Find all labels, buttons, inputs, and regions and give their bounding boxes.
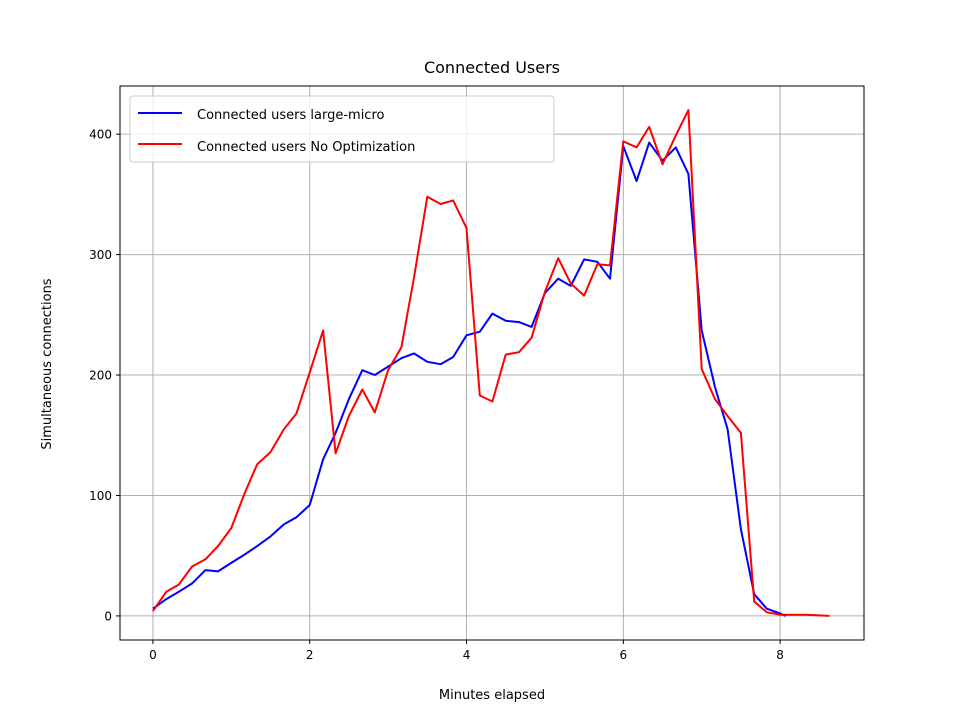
series-line-1 — [152, 109, 830, 617]
x-tick-label: 6 — [619, 648, 627, 662]
legend-label-large-micro: Connected users large-micro — [197, 108, 385, 123]
axis-ticks: 0 2 4 6 8 0 100 200 300 400 — [89, 128, 784, 662]
x-axis-label: Minutes elapsed — [439, 688, 545, 703]
plot-frame — [119, 85, 865, 641]
series-layer — [152, 109, 830, 617]
y-axis-label: Simultaneous connections — [40, 278, 55, 449]
y-tick-label: 100 — [89, 489, 112, 503]
x-tick-label: 2 — [306, 648, 314, 662]
x-tick-label: 8 — [776, 648, 784, 662]
grid — [120, 86, 864, 640]
legend-box — [129, 95, 555, 163]
chart-title: Connected Users — [424, 58, 560, 77]
y-tick-label: 400 — [89, 128, 112, 142]
y-tick-label: 200 — [89, 369, 112, 383]
y-tick-label: 300 — [89, 248, 112, 262]
x-tick-label: 0 — [149, 648, 157, 662]
x-tick-label: 4 — [463, 648, 471, 662]
legend-label-no-optimization: Connected users No Optimization — [197, 140, 415, 155]
series-line-0 — [152, 141, 786, 617]
legend: Connected users large-micro Connected us… — [129, 95, 555, 163]
y-tick-label: 0 — [104, 609, 112, 623]
